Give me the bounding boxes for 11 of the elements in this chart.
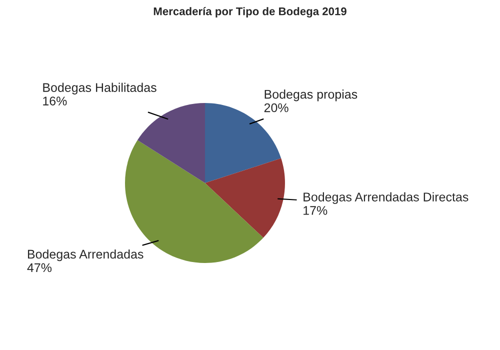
pie-slice (205, 158, 285, 238)
data-label: 47% (27, 263, 52, 272)
pie-slice (137, 103, 205, 183)
chart-title: Mercadería por Tipo de Bodega 2019 (154, 7, 346, 18)
slice-label: Bodegas propias (264, 90, 358, 102)
data-label: 16% (43, 96, 67, 106)
data-label: 20% (264, 103, 288, 112)
data-label: 17% (304, 206, 328, 215)
slice-label: Bodegas Habilitadas (43, 82, 156, 94)
slice-label: Bodegas Arrendadas Directas (304, 192, 468, 204)
slice-label: Bodegas Arrendadas (28, 249, 144, 262)
